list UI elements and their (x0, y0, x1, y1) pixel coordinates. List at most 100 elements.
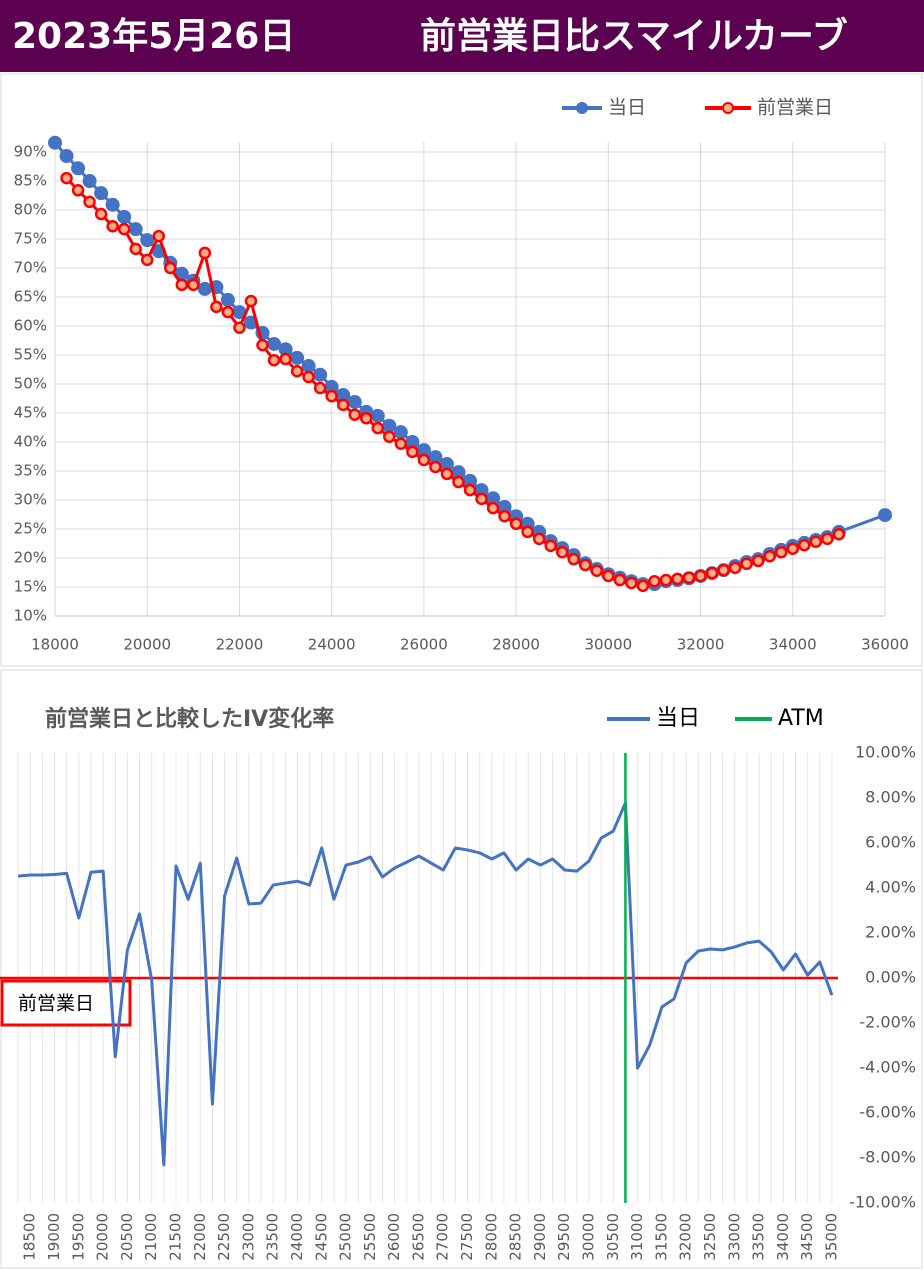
data-point (613, 573, 627, 587)
y-tick-label: -10.00% (849, 1193, 916, 1212)
x-tick-label: 18000 (31, 636, 79, 654)
x-tick-label: 31500 (652, 1213, 670, 1261)
legend-label: 当日 (656, 706, 700, 731)
data-point (313, 381, 327, 395)
reference-label: 前営業日 (18, 993, 94, 1015)
data-point (152, 229, 165, 243)
y-tick-label: 35% (14, 462, 47, 480)
data-point (164, 261, 177, 275)
x-tick-label: 30000 (579, 1213, 597, 1261)
x-tick-label: 27500 (458, 1213, 476, 1261)
data-point (140, 233, 155, 248)
data-point (474, 483, 489, 498)
data-point (210, 300, 223, 314)
data-point (198, 246, 212, 260)
legend-label: 前営業日 (757, 97, 833, 119)
x-tick-label: 31000 (628, 1213, 646, 1261)
data-point (417, 453, 431, 467)
legend-label: ATM (778, 706, 824, 731)
y-tick-label: 6.00% (865, 833, 916, 852)
series-line (53, 141, 886, 586)
x-tick-label: 24000 (308, 636, 356, 654)
data-point (59, 149, 74, 164)
data-point (187, 278, 200, 292)
y-tick-label: 70% (14, 259, 47, 277)
data-point (267, 336, 282, 351)
x-tick-label: 22000 (191, 1213, 209, 1261)
data-point (602, 569, 615, 583)
x-tick-label: 20000 (123, 636, 171, 654)
data-point (439, 457, 454, 472)
data-point (393, 425, 408, 440)
data-point (497, 499, 512, 514)
y-tick-label: 8.00% (865, 788, 916, 807)
data-point (267, 353, 281, 367)
data-point (175, 278, 189, 292)
y-tick-label: -2.00% (859, 1013, 916, 1032)
data-point (509, 517, 523, 531)
data-point (382, 418, 397, 433)
data-point (256, 338, 269, 352)
data-point (452, 475, 465, 489)
data-point (694, 569, 707, 583)
data-point (682, 571, 696, 584)
data-point (740, 557, 753, 571)
y-tick-label: 10% (14, 607, 47, 625)
x-tick-label: 33000 (725, 1213, 743, 1261)
data-point (324, 379, 339, 394)
data-point (336, 388, 351, 403)
data-point (140, 253, 154, 267)
y-tick-label: 20% (14, 549, 47, 567)
x-tick-label: 34500 (798, 1213, 816, 1261)
y-tick-label: 4.00% (865, 878, 916, 897)
data-point (48, 135, 62, 150)
data-point (83, 195, 96, 209)
x-tick-label: 36000 (861, 636, 909, 654)
data-point (486, 501, 500, 515)
y-tick-label: 80% (14, 201, 47, 219)
x-tick-label: 28000 (492, 636, 540, 654)
x-tick-label: 30000 (584, 636, 632, 654)
data-point (302, 370, 315, 384)
data-point (763, 550, 776, 563)
data-point (221, 305, 235, 319)
data-point (717, 563, 730, 577)
y-tick-label: 85% (14, 172, 47, 190)
data-point (751, 554, 765, 568)
x-tick-label: 19000 (45, 1213, 63, 1261)
data-point (521, 525, 534, 539)
x-tick-label: 35000 (822, 1213, 840, 1261)
data-point (117, 222, 131, 236)
data-point (878, 508, 892, 523)
x-tick-label: 25000 (337, 1213, 355, 1261)
y-tick-label: 60% (14, 317, 47, 335)
y-tick-label: 50% (14, 375, 47, 393)
x-tick-label: 33500 (750, 1213, 768, 1261)
panel-2 (0, 669, 923, 1269)
data-point (232, 305, 247, 320)
x-tick-label: 30500 (604, 1213, 622, 1261)
x-tick-label: 32000 (677, 1213, 695, 1261)
data-point (671, 572, 684, 586)
y-tick-label: 15% (14, 578, 47, 596)
x-tick-label: 23500 (264, 1213, 282, 1261)
data-point (71, 161, 86, 176)
x-tick-label: 21500 (166, 1213, 184, 1261)
x-tick-label: 26500 (409, 1213, 427, 1261)
data-point (279, 352, 292, 366)
y-tick-label: 2.00% (865, 923, 916, 942)
data-point (94, 207, 108, 221)
data-point (82, 174, 97, 188)
data-point (775, 545, 788, 559)
data-point (105, 197, 120, 212)
panel-1 (0, 73, 923, 667)
data-point (94, 186, 109, 201)
legend-marker (576, 102, 588, 114)
data-point (347, 394, 362, 409)
x-tick-label: 21000 (142, 1213, 160, 1261)
x-tick-label: 25500 (361, 1213, 379, 1261)
data-point (555, 545, 569, 559)
y-tick-label: -8.00% (859, 1148, 916, 1167)
data-point (786, 542, 800, 555)
